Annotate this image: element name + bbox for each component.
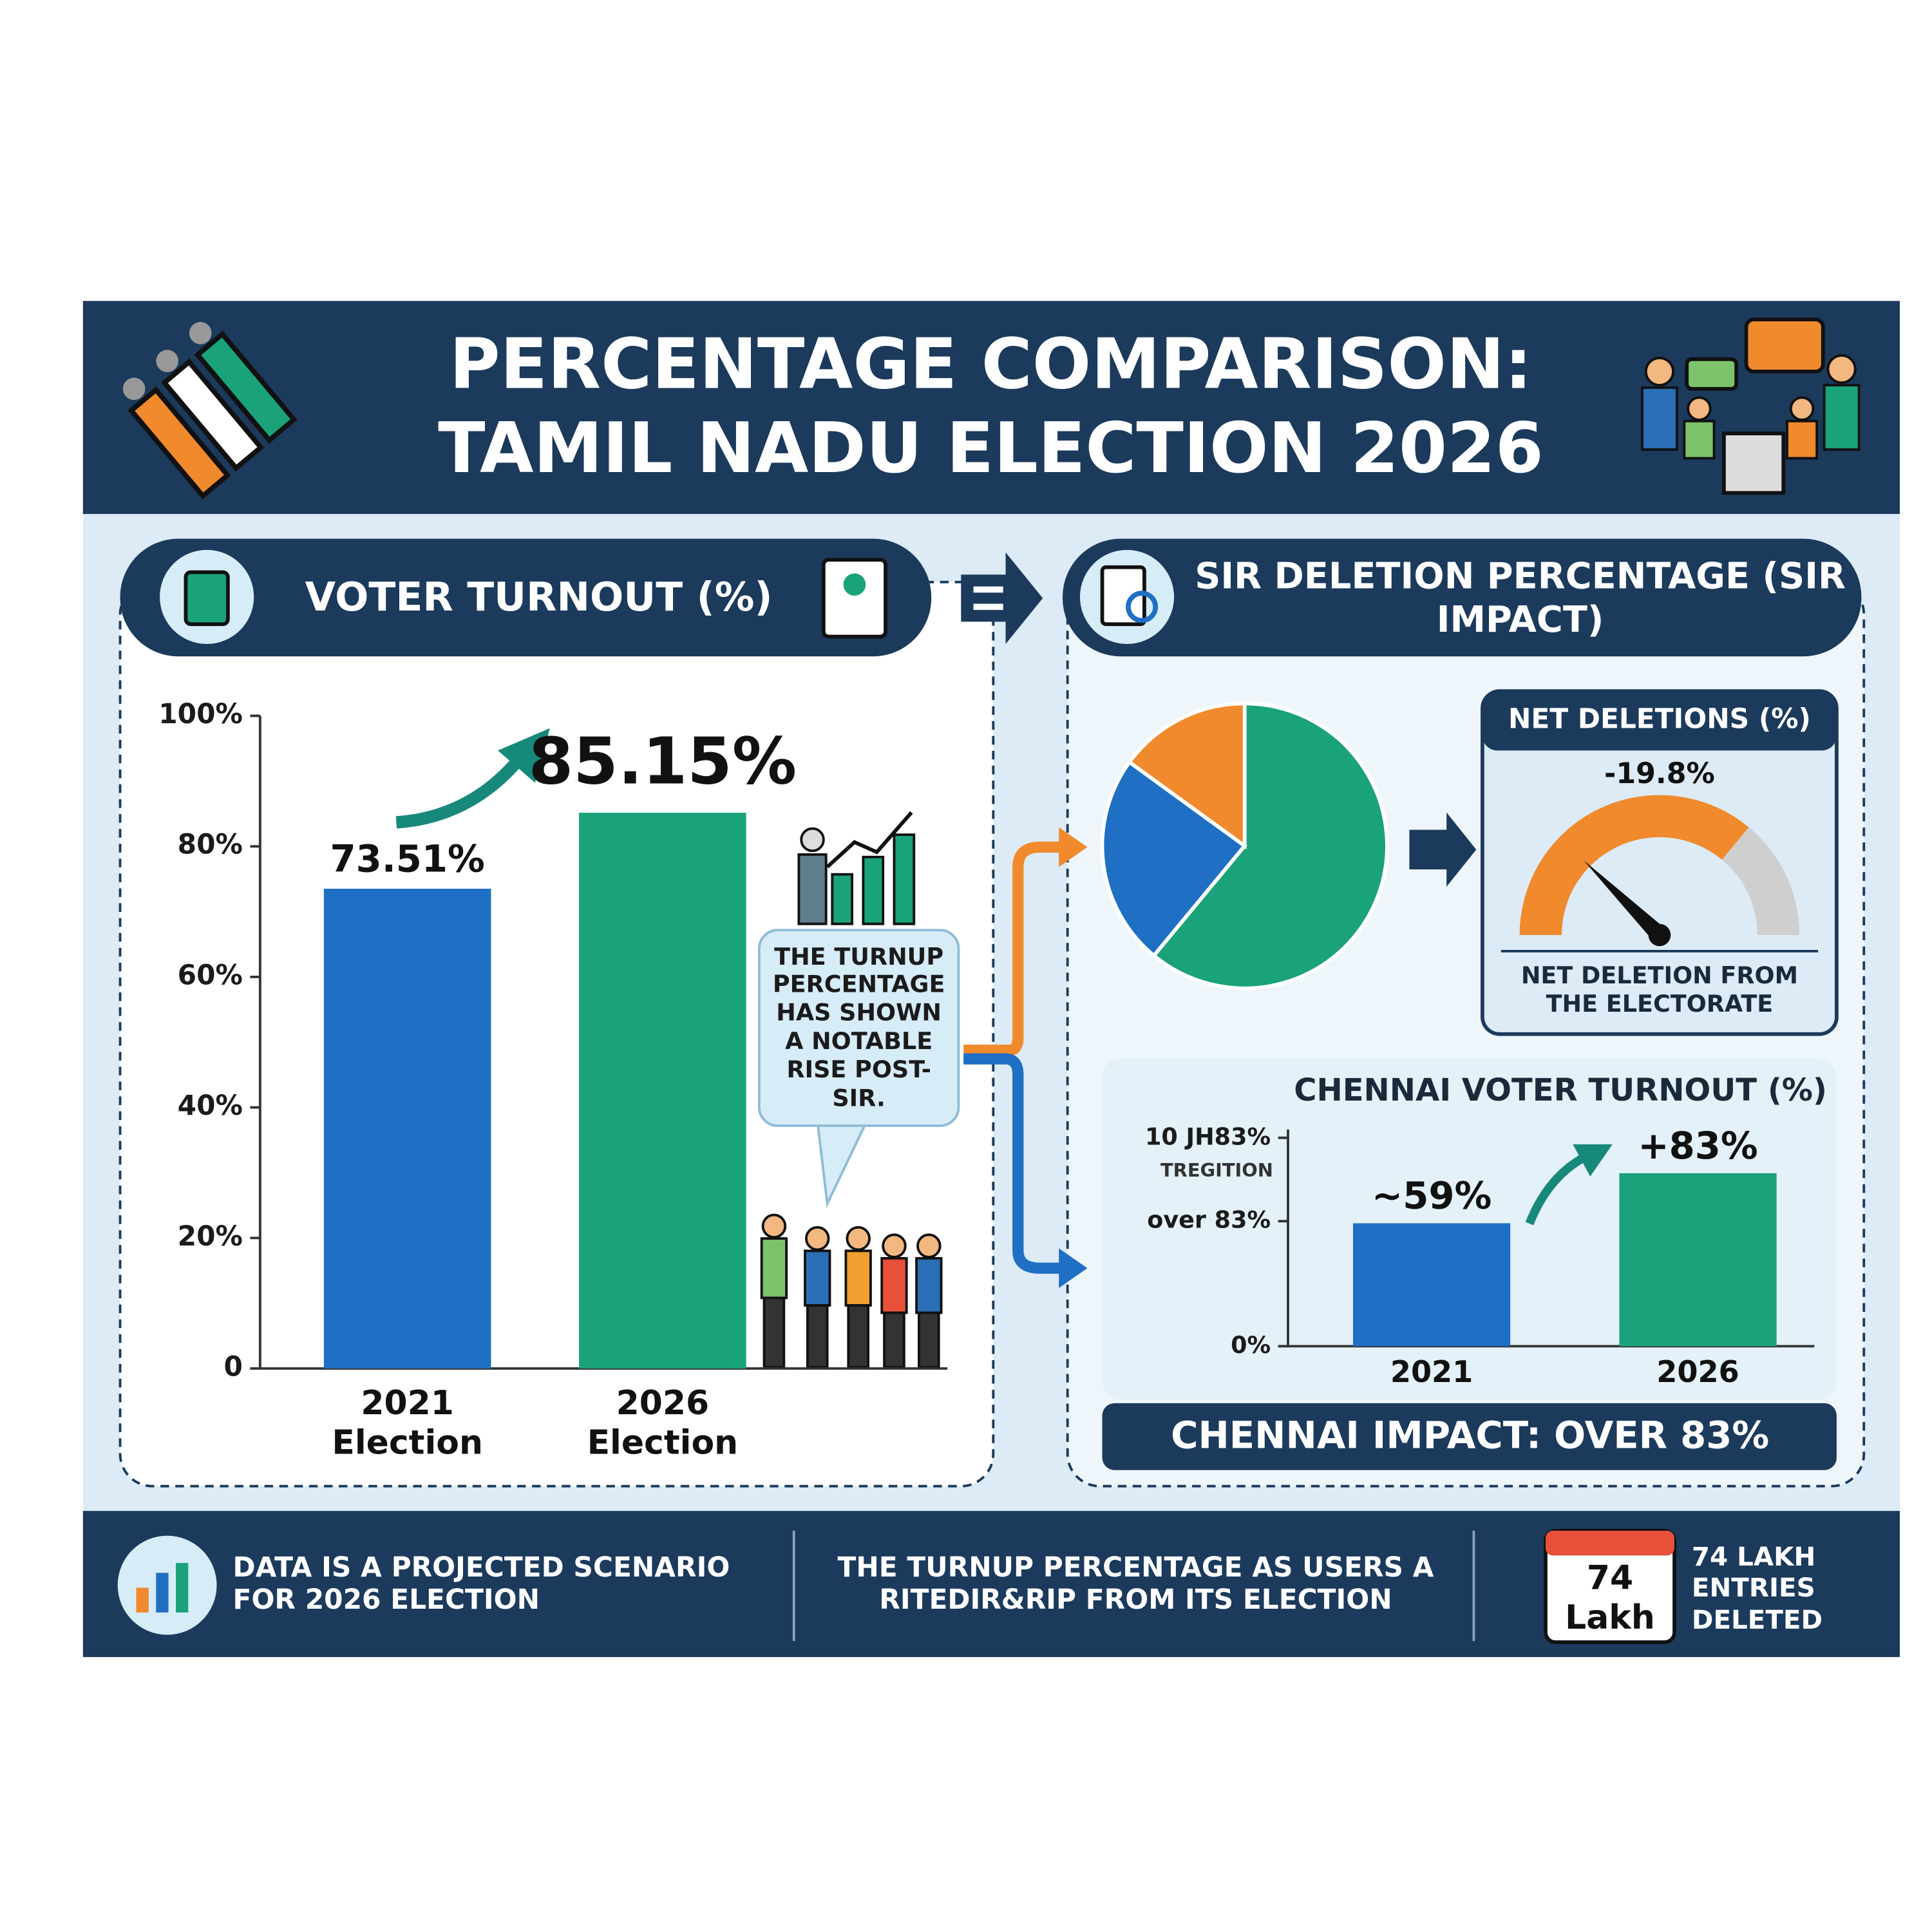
bar	[579, 813, 746, 1368]
growth-icon	[797, 811, 916, 925]
footer-note: DATA IS A PROJECTED SCENARIO FOR 2026 EL…	[232, 1552, 730, 1616]
calendar-label: 74 Lakh	[1565, 1558, 1655, 1638]
gauge-header	[1482, 691, 1837, 751]
chart-title: CHENNAI VOTER TURNOUT (%)	[1294, 1072, 1827, 1108]
value-label: 85.15%	[529, 723, 797, 799]
footer-note: 74 LAKH ENTRIES DELETED	[1691, 1542, 1823, 1634]
value-label: 73.51%	[330, 837, 485, 880]
title-line: TAMIL NADU ELECTION 2026	[438, 408, 1544, 489]
y-tick-label: 60%	[178, 959, 243, 990]
pie-slice	[1126, 701, 1247, 850]
arrow	[1409, 812, 1477, 887]
callout: THE TURNUP PERCENTAGE HAS SHOWN A NOTABL…	[757, 929, 960, 1127]
callout-box: THE TURNUP PERCENTAGE HAS SHOWN A NOTABL…	[757, 929, 960, 1127]
gauge-caption-box: NET DELETION FROM THE ELECTORATE	[1520, 962, 1798, 1018]
trend-arrow	[395, 753, 526, 829]
arrow	[963, 841, 1063, 1056]
annotation: TREGITION	[1160, 1159, 1273, 1181]
footer-icon	[176, 1562, 189, 1613]
footer-icon	[136, 1587, 149, 1613]
arrow	[963, 1053, 1063, 1274]
value-label: +83%	[1638, 1124, 1757, 1168]
y-tick-label: 20%	[178, 1220, 243, 1252]
x-tick-label-box: 2021 Election	[332, 1384, 483, 1463]
pill-icon	[1126, 591, 1159, 623]
x-tick-label-box: 2026	[1656, 1354, 1739, 1389]
y-tick-label: 80%	[178, 829, 243, 860]
y-tick-label: 100%	[158, 698, 243, 730]
footer-note: THE TURNUP PERCENTAGE AS USERS A RITEDIR…	[837, 1552, 1434, 1616]
arrow	[1059, 827, 1088, 867]
gauge-band	[1519, 795, 1749, 936]
clipboard-icon	[843, 573, 866, 596]
x-tick-label: 2021	[1390, 1354, 1473, 1389]
left-pill	[120, 538, 932, 657]
clipboard-icon	[821, 558, 887, 639]
panel-title: SIR DELETION PERCENTAGE (SIR IMPACT)	[1195, 554, 1846, 640]
x-tick-label-box: 2026 Election	[587, 1384, 739, 1463]
y-tick-label: over 83%	[1147, 1206, 1271, 1234]
bar	[1619, 1173, 1777, 1347]
title-line: PERCENTAGE COMPARISON:	[450, 324, 1532, 404]
bar	[323, 889, 491, 1368]
pill-icon	[184, 570, 230, 627]
calendar	[1546, 1530, 1674, 1556]
gauge-hub	[1648, 923, 1671, 947]
footer-note-box: THE TURNUP PERCENTAGE AS USERS A RITEDIR…	[837, 1552, 1434, 1616]
gauge-caption: NET DELETION FROM THE ELECTORATE	[1520, 962, 1798, 1018]
x-tick-label: 2021 Election	[332, 1384, 483, 1463]
footer-note-box: DATA IS A PROJECTED SCENARIO FOR 2026 EL…	[232, 1552, 730, 1616]
pie-slice	[1100, 759, 1247, 958]
trend-arrow	[1525, 1153, 1587, 1226]
gauge-needle	[1584, 860, 1666, 942]
y-tick-label: 40%	[178, 1090, 243, 1121]
y-tick-label: 10 JH83%	[1145, 1122, 1271, 1150]
x-tick-label: 2026 Election	[587, 1384, 739, 1463]
ballot-icon	[122, 321, 298, 500]
footer-icon	[156, 1573, 169, 1613]
y-tick-label: 0%	[1231, 1331, 1271, 1359]
calendar-label-box: 74 Lakh	[1565, 1558, 1655, 1638]
right-pill	[1063, 538, 1862, 657]
arrow	[961, 552, 1043, 644]
gauge-value: -19.8%	[1604, 757, 1715, 790]
x-tick-label: 2026	[1656, 1354, 1739, 1389]
x-tick-label-box: 2021	[1390, 1354, 1473, 1389]
panel-title-box: SIR DELETION PERCENTAGE (SIR IMPACT)	[1195, 554, 1846, 640]
y-tick-label: 0	[223, 1351, 242, 1383]
footer-note-box: 74 LAKH ENTRIES DELETED	[1691, 1542, 1823, 1634]
trend-arrow	[498, 728, 550, 783]
panel-title: VOTER TURNOUT (%)	[305, 574, 773, 620]
caption: CHENNAI IMPACT: OVER 83%	[1171, 1413, 1769, 1457]
pie-slice	[1151, 701, 1389, 990]
trend-arrow	[1573, 1144, 1613, 1177]
arrow	[1059, 1248, 1088, 1288]
header-bar	[82, 301, 1900, 515]
people-icon	[1641, 317, 1861, 495]
bar	[1352, 1223, 1511, 1347]
chennai-banner	[1102, 1403, 1837, 1470]
value-label: ~59%	[1372, 1174, 1492, 1218]
gauge-title: NET DELETIONS (%)	[1508, 703, 1811, 735]
